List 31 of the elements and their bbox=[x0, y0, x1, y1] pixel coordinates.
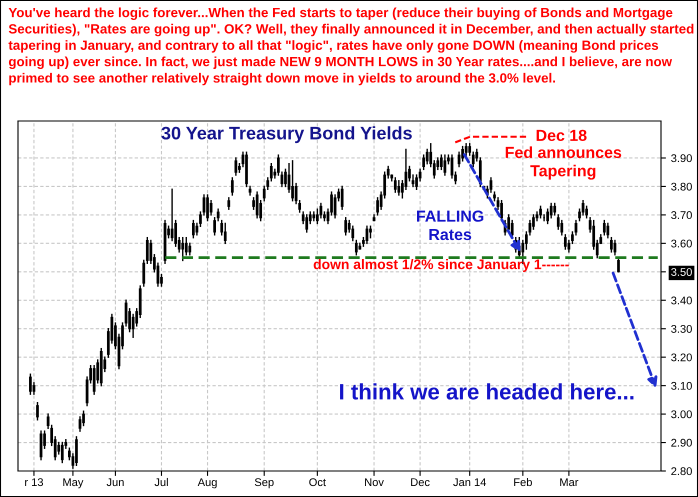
chart-subtitle: You've heard the logic forever...When the Fed starts to taper (reduce their buying of Bonds and Mortgage Securities), "Rates are going up". OK? Well, they finally announced it in December, and then actually started tapering in January, and contrary to all that "logic", rates have only gone DOWN (meaning Bond prices going up) ever since. In fact, we just made NEW 9 MONTH LOWS in 30 Year rates....and I believe, are now primed to see another relatively straight down move in yields to around the 3.0% level. bbox=[8, 7, 694, 86]
x-tick-label: Aug bbox=[198, 478, 217, 488]
y-tick-label: 3.10 bbox=[671, 382, 692, 390]
x-tick-label: May bbox=[63, 478, 84, 488]
annotation: I think we are headed here... bbox=[340, 383, 634, 400]
y-tick-label: 3.50 bbox=[671, 268, 692, 276]
y-tick-label: 2.90 bbox=[671, 438, 692, 447]
y-tick-label: 3.80 bbox=[671, 182, 692, 191]
annotation: Fed announces Tapering bbox=[506, 146, 622, 180]
x-tick-label: r 13 bbox=[25, 478, 44, 486]
x-tick-label: Oct bbox=[309, 478, 326, 486]
annotation: Dec 18 bbox=[536, 130, 587, 142]
y-tick-label: 2.80 bbox=[671, 467, 692, 476]
annotation: FALLING Rates bbox=[417, 210, 484, 240]
x-tick-label: Feb bbox=[514, 478, 532, 486]
x-tick-label: Jan 14 bbox=[453, 478, 486, 486]
y-tick-label: 3.90 bbox=[671, 154, 692, 162]
y-tick-label: 3.70 bbox=[671, 211, 692, 220]
y-tick-label: 3.30 bbox=[671, 324, 692, 333]
x-tick-label: Jun bbox=[106, 478, 124, 486]
y-tick-label: 3.00 bbox=[671, 410, 692, 418]
chart-title: 30 Year Treasury Bond Yields bbox=[161, 126, 412, 144]
x-tick-label: Nov bbox=[365, 478, 384, 486]
x-tick-label: Jul bbox=[154, 478, 168, 486]
x-tick-label: Sep bbox=[254, 478, 274, 488]
y-tick-label: 3.20 bbox=[671, 353, 692, 362]
x-tick-label: Mar bbox=[560, 478, 578, 486]
annotation: down almost 1/2% since January 1------ bbox=[314, 259, 569, 272]
y-tick-label: 3.60 bbox=[671, 240, 692, 248]
y-tick-label: 3.40 bbox=[671, 296, 692, 304]
x-tick-label: Dec bbox=[411, 478, 430, 486]
